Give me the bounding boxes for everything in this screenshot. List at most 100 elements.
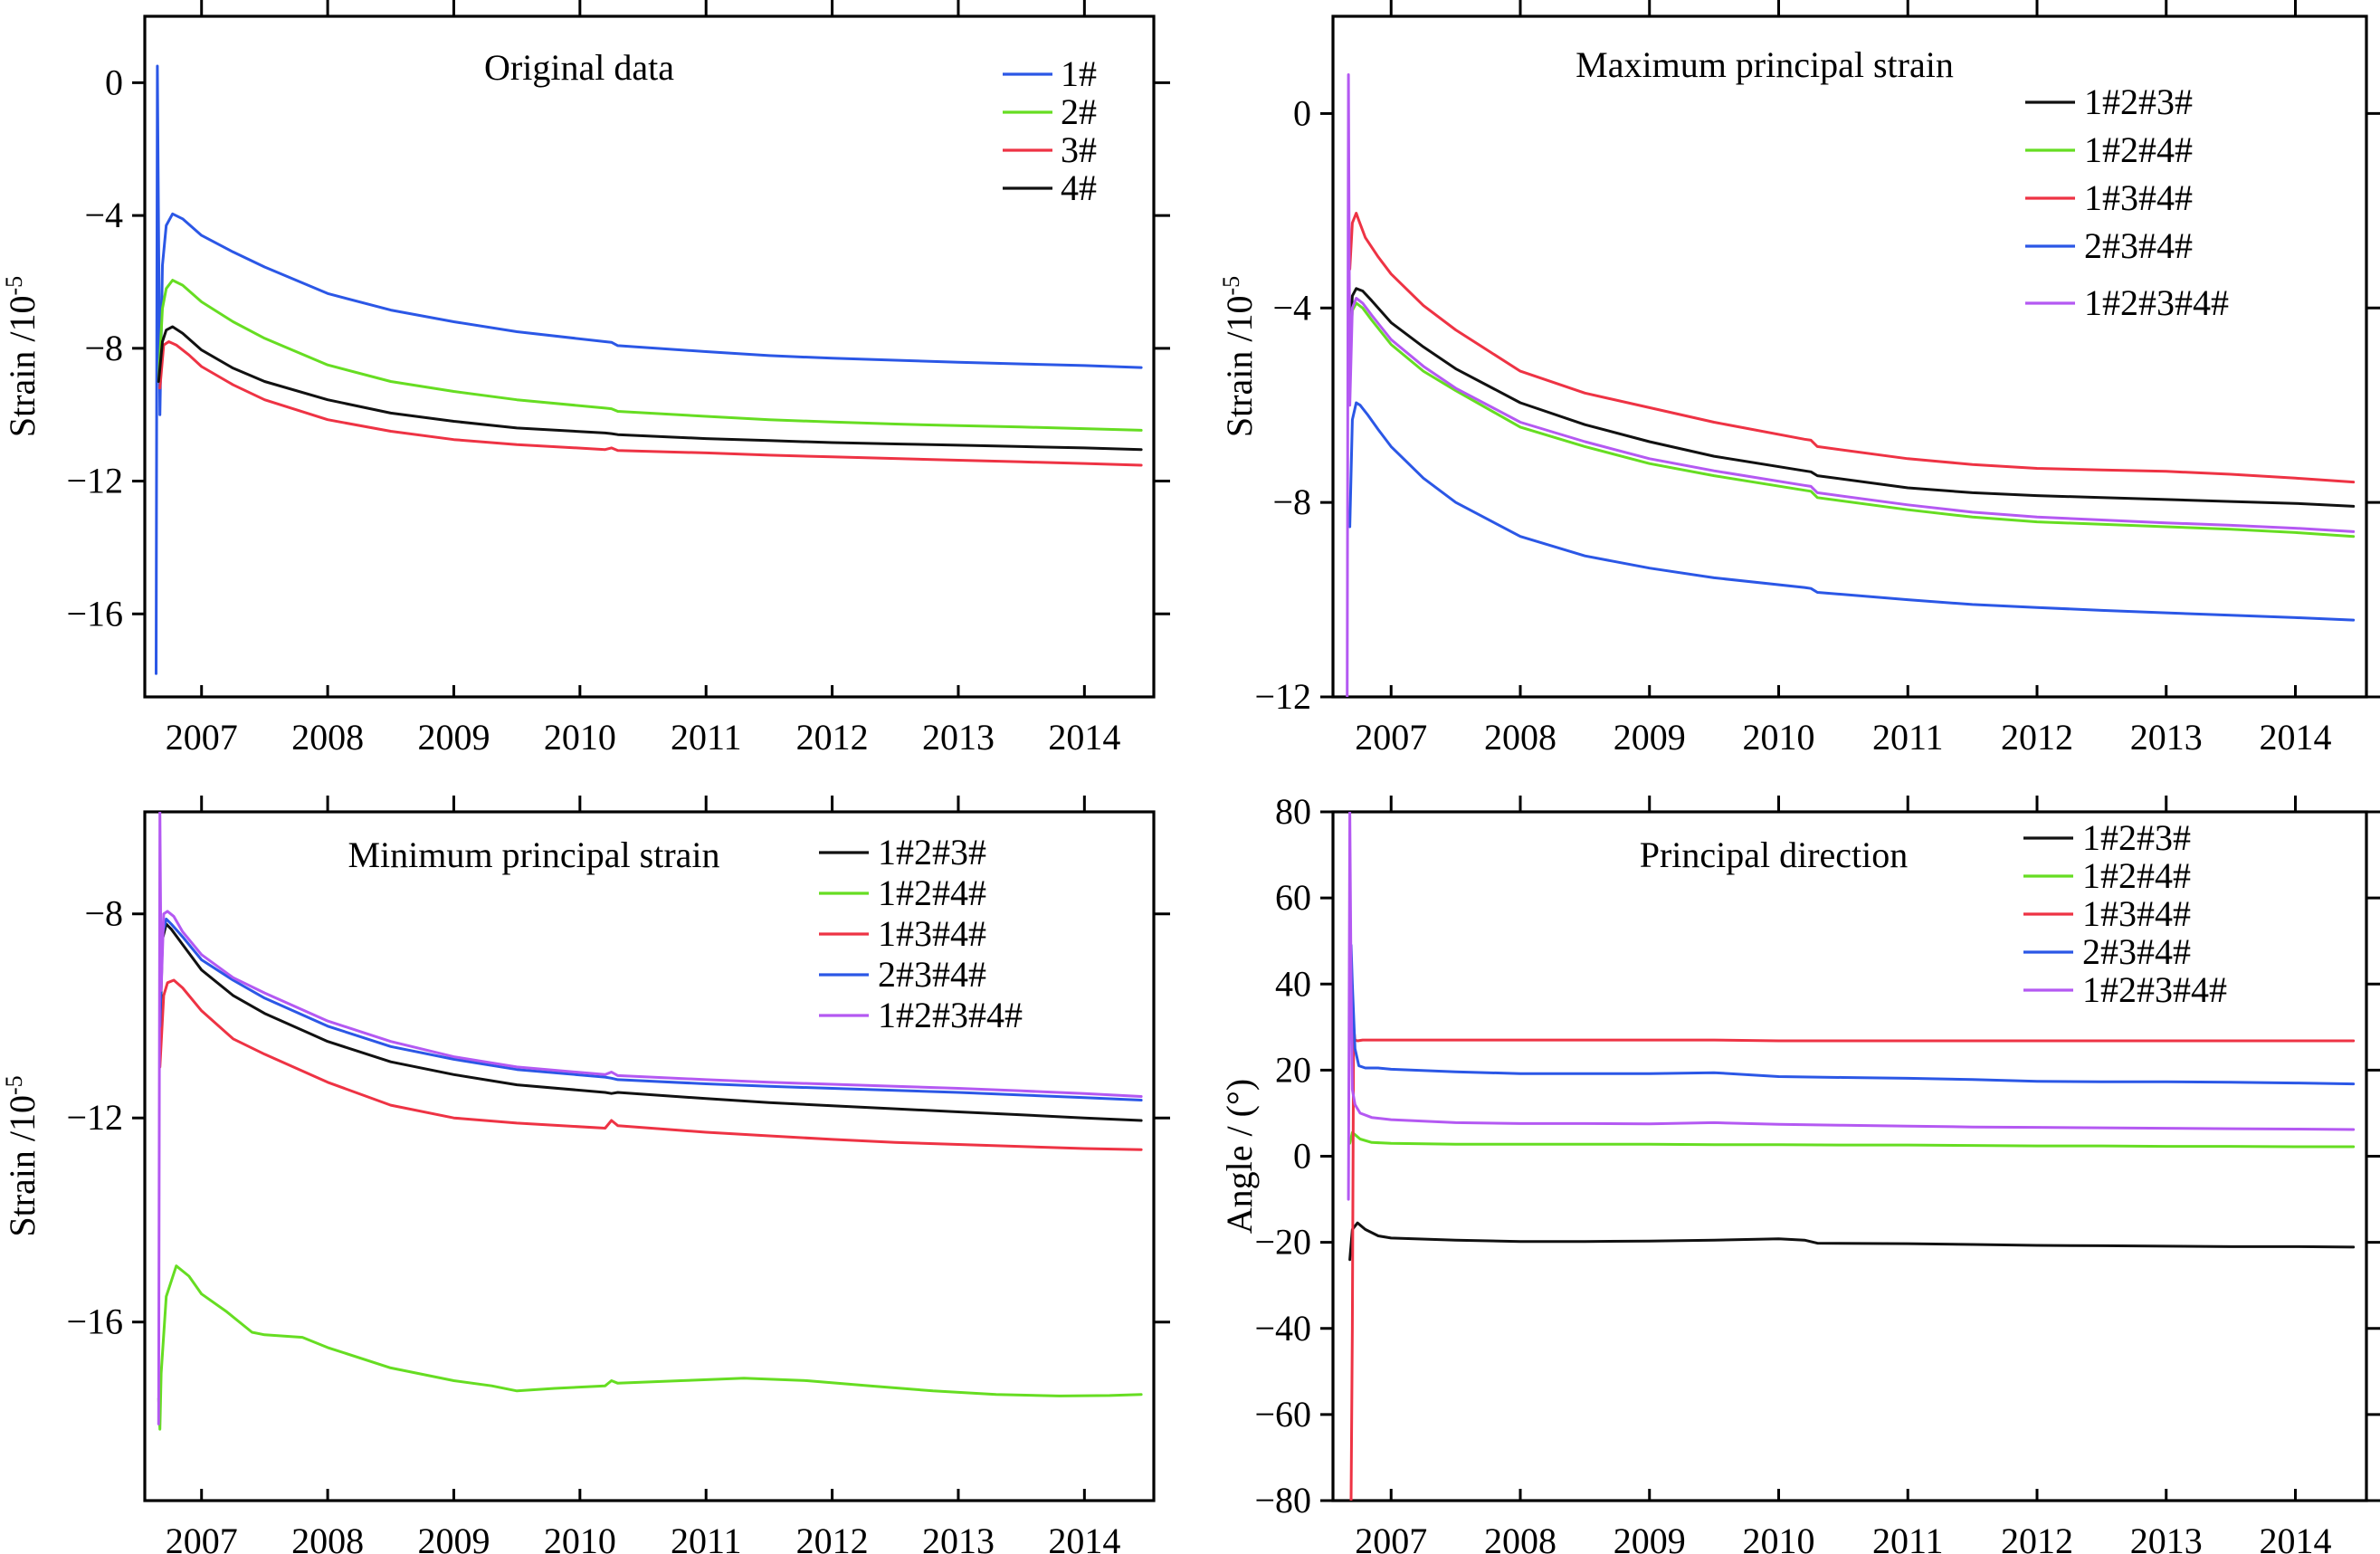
x-tick-label: 2009 — [417, 1521, 490, 1554]
y-tick-label: −8 — [1272, 481, 1311, 522]
y-tick-label: 0 — [1293, 92, 1311, 133]
x-tick-label: 2014 — [1048, 717, 1120, 758]
series-line-134 — [1348, 212, 2356, 484]
plot-frame — [143, 810, 1156, 1502]
y-axis-label-exponent: -5 — [1, 1075, 27, 1095]
legend-label: 2#3#4# — [878, 954, 986, 995]
x-tick-label: 2011 — [1872, 717, 1944, 758]
x-tick-label: 2013 — [922, 717, 995, 758]
y-tick-label: 80 — [1275, 791, 1311, 832]
series-group — [1347, 812, 2356, 1501]
x-tick-label: 2007 — [1355, 1521, 1427, 1554]
y-tick-label: −12 — [1254, 676, 1311, 717]
panel-max-principal: 2007 2008 2009 2010 2011 2012 2013 2014 0 −4 −8 −12… — [1218, 0, 2380, 758]
legend-label: 3# — [1061, 129, 1097, 170]
y-tick-label: 40 — [1275, 963, 1311, 1004]
x-tick-label: 2008 — [1484, 1521, 1557, 1554]
legend-label: 1#2#3#4# — [2082, 969, 2227, 1010]
y-tick-label: −40 — [1254, 1308, 1311, 1349]
x-tick-label: 2009 — [1614, 1521, 1686, 1554]
x-tick-label: 2011 — [671, 717, 742, 758]
y-axis-label-text: Angle / (°) — [1219, 1079, 1260, 1235]
y-axis-label: Strain /10-5 — [1, 1075, 43, 1236]
legend-label: 1#2#3# — [2082, 817, 2191, 858]
legend-label: 1#2#3#4# — [878, 995, 1023, 1035]
y-tick-label: −4 — [1272, 287, 1311, 328]
legend-label: 2#3#4# — [2082, 931, 2191, 972]
x-tick-label: 2010 — [544, 717, 616, 758]
series-line-1234 — [157, 812, 1143, 1425]
x-tick-label: 2011 — [1872, 1521, 1944, 1554]
x-tick-label: 2012 — [796, 1521, 869, 1554]
x-tick-label: 2009 — [417, 717, 490, 758]
y-tick-label: −8 — [84, 893, 123, 934]
y-tick-label: −16 — [66, 593, 123, 634]
series-line-123 — [1348, 1221, 2356, 1262]
legend-label: 2# — [1061, 91, 1097, 132]
x-tick-label: 2014 — [2259, 1521, 2331, 1554]
legend-label: 1#2#4# — [2084, 129, 2193, 170]
x-tick-label: 2012 — [2001, 1521, 2073, 1554]
panel-title: Minimum principal strain — [347, 834, 719, 875]
y-tick-label: 60 — [1275, 877, 1311, 918]
plot-frame — [1331, 14, 2368, 699]
series-line-2 — [157, 279, 1143, 432]
y-tick-label: −16 — [66, 1301, 123, 1342]
panel-title: Original data — [484, 47, 674, 88]
legend-label: 1#3#4# — [878, 913, 986, 954]
series-line-124 — [1348, 301, 2356, 539]
series-line-124 — [1348, 1130, 2356, 1149]
series-line-1234 — [1347, 812, 2356, 1201]
y-axis-label-text: Strain /10 — [2, 1095, 43, 1237]
y-axis-label: Angle / (°) — [1219, 1079, 1260, 1235]
series-line-123 — [158, 922, 1143, 1122]
y-axis-label-exponent: -5 — [1218, 276, 1244, 296]
series-line-1 — [155, 64, 1143, 675]
y-tick-label: 0 — [1293, 1136, 1311, 1177]
x-tick-label: 2007 — [166, 717, 238, 758]
x-tick-label: 2008 — [1484, 717, 1557, 758]
x-tick-label: 2013 — [2130, 1521, 2203, 1554]
legend-label: 1#2#3# — [878, 832, 986, 872]
series-line-234 — [1348, 401, 2356, 622]
series-group — [157, 812, 1143, 1431]
x-tick-label: 2007 — [166, 1521, 238, 1554]
x-tick-label: 2009 — [1614, 717, 1686, 758]
x-tick-label: 2014 — [1048, 1521, 1120, 1554]
series-line-234 — [158, 917, 1143, 1101]
series-line-124 — [157, 1264, 1143, 1431]
y-tick-label: 0 — [105, 62, 123, 102]
legend-label: 1#2#4# — [878, 872, 986, 913]
y-tick-label: −12 — [66, 1097, 123, 1138]
y-axis-label: Strain /10-5 — [1218, 276, 1261, 437]
plot-frame — [1331, 810, 2368, 1502]
x-tick-label: 2010 — [1742, 1521, 1814, 1554]
y-tick-label: −60 — [1254, 1394, 1311, 1435]
series-line-3 — [158, 340, 1143, 467]
y-tick-label: −12 — [66, 461, 123, 501]
x-tick-label: 2013 — [2130, 717, 2203, 758]
x-tick-label: 2013 — [922, 1521, 995, 1554]
panel-min-principal: 2007 2008 2009 2010 2011 2012 2013 2014 −8 −12 −16… — [1, 796, 1170, 1554]
y-tick-label: −4 — [84, 195, 123, 235]
series-line-123 — [1348, 287, 2356, 508]
x-tick-label: 2007 — [1355, 717, 1427, 758]
y-axis-label-text: Strain /10 — [2, 296, 43, 438]
panel-original: 2007 2008 2009 2010 2011 2012 2013 2014 0 −4 −8 −12… — [1, 0, 1170, 758]
series-line-234 — [1348, 943, 2356, 1086]
legend-label: 2#3#4# — [2084, 225, 2193, 266]
legend-label: 1#3#4# — [2084, 177, 2193, 218]
x-tick-label: 2010 — [1742, 717, 1814, 758]
x-tick-label: 2012 — [796, 717, 869, 758]
x-tick-label: 2014 — [2259, 717, 2331, 758]
series-line-134 — [158, 978, 1143, 1151]
x-tick-label: 2008 — [291, 1521, 364, 1554]
panel-title: Principal direction — [1640, 834, 1909, 875]
legend-label: 1#2#4# — [2082, 855, 2191, 896]
legend-label: 4# — [1061, 167, 1097, 208]
panel-title: Maximum principal strain — [1576, 44, 1954, 85]
legend-label: 1#2#3#4# — [2084, 282, 2229, 323]
series-group — [155, 64, 1143, 675]
x-tick-label: 2011 — [671, 1521, 742, 1554]
